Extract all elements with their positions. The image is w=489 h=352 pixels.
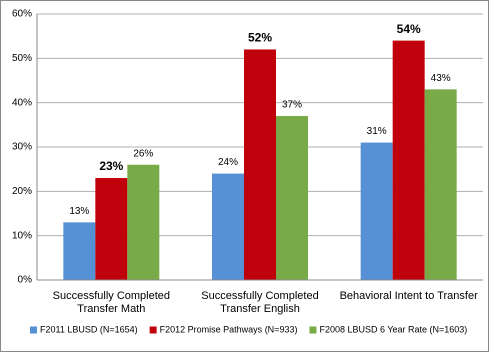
legend-swatch [149, 326, 157, 334]
value-label: 31% [367, 126, 387, 137]
value-label: 52% [248, 31, 272, 45]
bar [424, 89, 457, 280]
bar [360, 142, 393, 280]
y-tick-label: 10% [12, 230, 32, 241]
y-tick-label: 50% [12, 53, 32, 64]
legend-label: F2008 LBUSD 6 Year Rate (N=1603) [319, 324, 467, 334]
y-tick-label: 40% [12, 97, 32, 108]
value-label: 23% [99, 159, 123, 173]
bar [276, 115, 308, 280]
value-label: 37% [282, 100, 302, 111]
y-tick-label: 60% [12, 9, 32, 20]
x-tick-label: Successfully Completed Transfer Math [52, 290, 171, 315]
legend-swatch [30, 326, 37, 334]
bar [392, 40, 425, 280]
legend-label: F2012 Promise Pathways (N=933) [160, 324, 298, 334]
value-label: 43% [431, 73, 451, 84]
value-label: 24% [218, 157, 238, 168]
bar [212, 173, 244, 280]
y-tick-label: 20% [12, 186, 32, 197]
bar [95, 178, 128, 280]
bar [63, 222, 96, 280]
x-tick-label: Successfully Completed Transfer English [201, 290, 319, 315]
value-label: 26% [133, 148, 153, 159]
value-label: 13% [69, 206, 89, 217]
value-label: 54% [397, 22, 421, 36]
legend-label: F2011 LBUSD (N=1654) [40, 324, 138, 334]
bar [244, 49, 276, 280]
bar [127, 164, 160, 280]
y-tick-label: 30% [12, 142, 32, 153]
y-tick-label: 0% [18, 275, 33, 286]
legend-swatch [309, 326, 317, 334]
x-tick-label: Behavioral Intent to Transfer [339, 290, 478, 302]
